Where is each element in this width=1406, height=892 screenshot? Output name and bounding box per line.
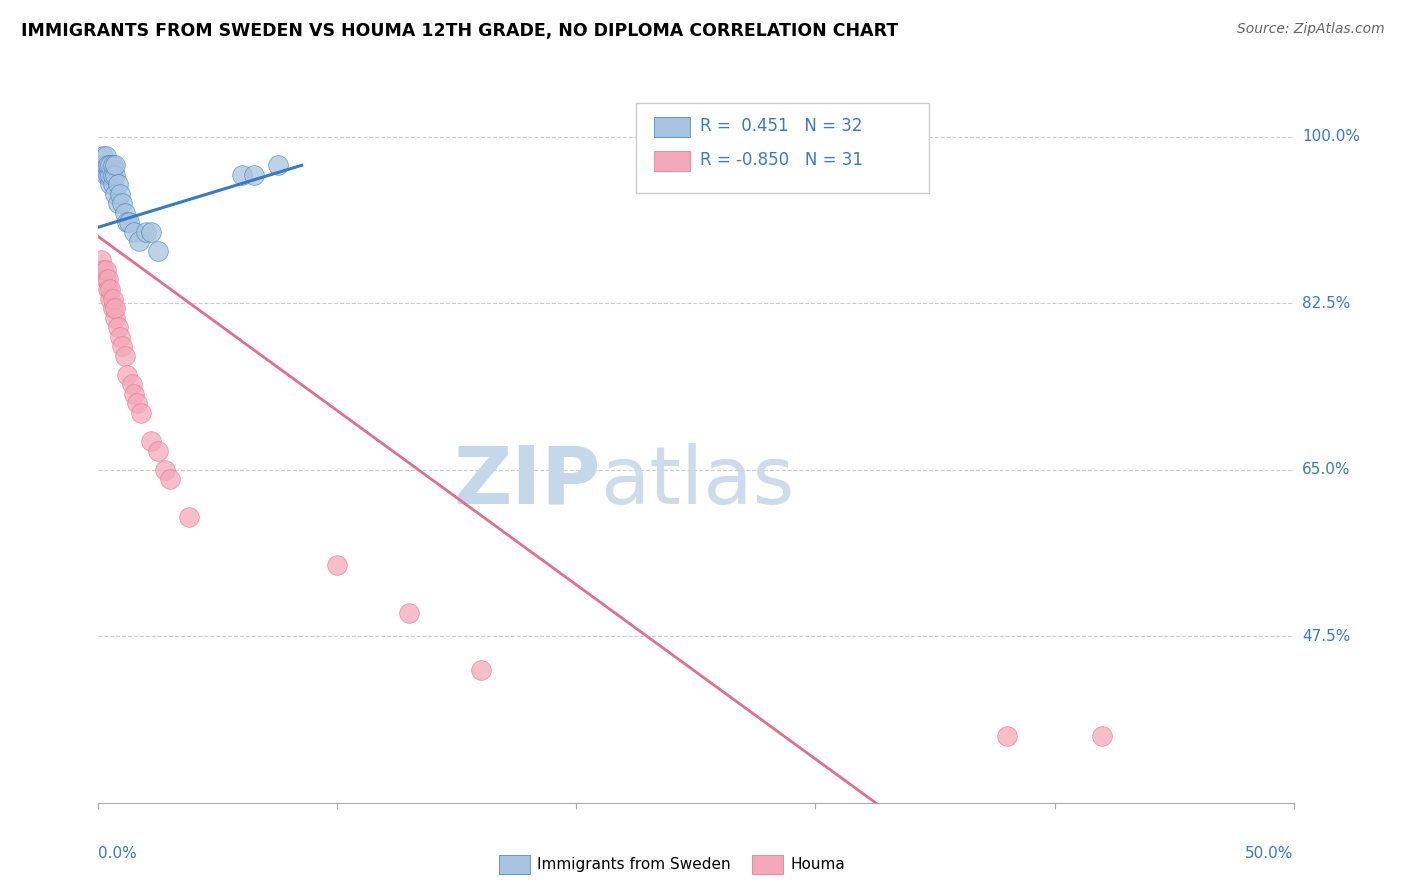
Point bbox=[115, 215, 138, 229]
Point bbox=[94, 263, 117, 277]
Text: 47.5%: 47.5% bbox=[1302, 629, 1350, 644]
Point bbox=[97, 272, 120, 286]
Point bbox=[98, 158, 122, 172]
Point bbox=[94, 272, 117, 286]
Point bbox=[131, 406, 153, 420]
Point bbox=[97, 282, 120, 296]
Point bbox=[94, 149, 117, 163]
Point bbox=[115, 368, 138, 382]
Point bbox=[398, 606, 420, 620]
Point bbox=[107, 320, 129, 334]
Text: Immigrants from Sweden: Immigrants from Sweden bbox=[537, 857, 731, 871]
Point bbox=[470, 663, 492, 677]
Text: R =  0.451   N = 32: R = 0.451 N = 32 bbox=[700, 117, 862, 135]
Text: IMMIGRANTS FROM SWEDEN VS HOUMA 12TH GRADE, NO DIPLOMA CORRELATION CHART: IMMIGRANTS FROM SWEDEN VS HOUMA 12TH GRA… bbox=[21, 22, 898, 40]
Point bbox=[118, 215, 141, 229]
Text: 100.0%: 100.0% bbox=[1302, 129, 1360, 145]
Text: ZIP: ZIP bbox=[453, 442, 600, 521]
Point bbox=[104, 301, 127, 315]
Point bbox=[148, 443, 170, 458]
Point bbox=[135, 225, 157, 239]
Point bbox=[995, 729, 1018, 743]
Point bbox=[91, 158, 114, 172]
Point bbox=[104, 310, 127, 325]
Point bbox=[91, 263, 114, 277]
Point bbox=[101, 292, 124, 306]
Point bbox=[101, 178, 124, 192]
Point bbox=[104, 158, 127, 172]
Text: Houma: Houma bbox=[790, 857, 845, 871]
Point bbox=[97, 168, 120, 182]
FancyBboxPatch shape bbox=[636, 103, 929, 193]
Point bbox=[101, 301, 124, 315]
Point bbox=[90, 253, 112, 268]
Text: atlas: atlas bbox=[600, 442, 794, 521]
Point bbox=[326, 558, 349, 572]
Point bbox=[101, 158, 124, 172]
Point bbox=[98, 282, 122, 296]
Point bbox=[94, 168, 117, 182]
Point bbox=[128, 235, 150, 249]
Point bbox=[108, 329, 131, 343]
Point bbox=[98, 168, 122, 182]
Text: 82.5%: 82.5% bbox=[1302, 296, 1350, 310]
Point bbox=[107, 178, 129, 192]
Point bbox=[97, 158, 120, 172]
Point bbox=[179, 510, 201, 524]
Point bbox=[94, 158, 117, 172]
Text: R = -0.850   N = 31: R = -0.850 N = 31 bbox=[700, 151, 862, 169]
FancyBboxPatch shape bbox=[654, 152, 690, 171]
Text: 65.0%: 65.0% bbox=[1302, 462, 1350, 477]
Point bbox=[125, 396, 148, 410]
Point bbox=[98, 178, 122, 192]
Text: 0.0%: 0.0% bbox=[98, 846, 138, 861]
Point bbox=[121, 377, 143, 392]
Point bbox=[104, 168, 127, 182]
Point bbox=[155, 463, 177, 477]
Point bbox=[91, 149, 114, 163]
Point bbox=[243, 168, 266, 182]
Point bbox=[124, 225, 146, 239]
Point bbox=[114, 349, 136, 363]
Point bbox=[108, 186, 131, 201]
Point bbox=[90, 158, 112, 172]
Text: Source: ZipAtlas.com: Source: ZipAtlas.com bbox=[1237, 22, 1385, 37]
Point bbox=[114, 206, 136, 220]
FancyBboxPatch shape bbox=[654, 117, 690, 137]
Point bbox=[101, 168, 124, 182]
Point bbox=[111, 196, 134, 211]
Point bbox=[159, 472, 181, 486]
Point bbox=[1091, 729, 1114, 743]
Point bbox=[139, 434, 162, 449]
Point bbox=[111, 339, 134, 353]
Point bbox=[107, 196, 129, 211]
Point bbox=[124, 386, 146, 401]
Point bbox=[104, 186, 127, 201]
Point bbox=[267, 158, 290, 172]
Point bbox=[98, 292, 122, 306]
Point bbox=[148, 244, 170, 258]
Point bbox=[139, 225, 162, 239]
Text: 50.0%: 50.0% bbox=[1246, 846, 1294, 861]
Point bbox=[231, 168, 253, 182]
